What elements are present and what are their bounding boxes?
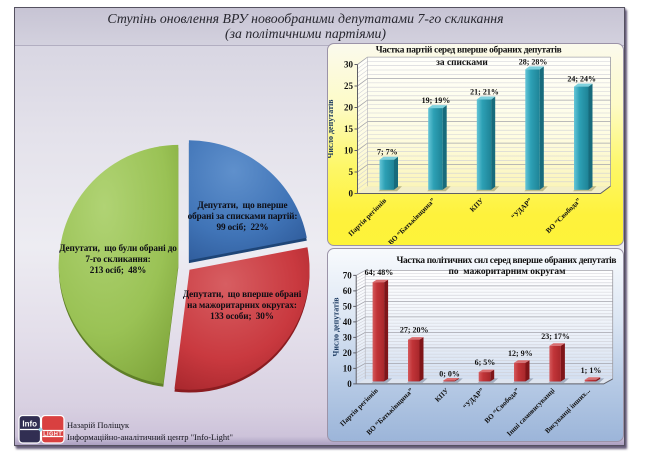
svg-text:Info: Info bbox=[22, 420, 37, 429]
svg-text:КПУ: КПУ bbox=[433, 386, 451, 404]
svg-text:Частка політичних сил серед вп: Частка політичних сил серед вперше обран… bbox=[397, 255, 617, 266]
svg-text:0: 0 bbox=[349, 189, 354, 199]
svg-text:19; 19%: 19; 19% bbox=[422, 96, 451, 105]
svg-text:40: 40 bbox=[343, 317, 353, 327]
svg-text:“УДАР”: “УДАР” bbox=[510, 196, 535, 221]
svg-text:за списками: за списками bbox=[436, 58, 488, 68]
svg-text:30: 30 bbox=[343, 333, 353, 343]
svg-text:50: 50 bbox=[343, 302, 353, 312]
svg-text:Партія регіонів: Партія регіонів bbox=[346, 196, 388, 238]
svg-text:15: 15 bbox=[344, 124, 354, 134]
svg-text:21; 21%: 21; 21% bbox=[470, 88, 499, 97]
svg-text:0; 0%: 0; 0% bbox=[439, 370, 460, 379]
svg-text:10: 10 bbox=[344, 146, 354, 156]
svg-text:10: 10 bbox=[343, 364, 353, 374]
svg-text:28; 28%: 28; 28% bbox=[519, 57, 548, 66]
svg-text:20: 20 bbox=[343, 348, 353, 358]
svg-text:5: 5 bbox=[349, 167, 354, 177]
svg-text:7; 7%: 7; 7% bbox=[377, 148, 398, 157]
svg-text:LIGHT: LIGHT bbox=[43, 432, 62, 438]
svg-text:по мажоритарним округам: по мажоритарним округам bbox=[448, 267, 566, 277]
svg-text:24; 24%: 24; 24% bbox=[567, 75, 596, 84]
svg-text:64; 48%: 64; 48% bbox=[365, 268, 394, 277]
svg-text:70: 70 bbox=[343, 271, 353, 281]
svg-text:КПУ: КПУ bbox=[468, 196, 486, 214]
svg-text:ВО “Свобода”: ВО “Свобода” bbox=[544, 196, 583, 235]
svg-text:Число депутатів: Число депутатів bbox=[332, 297, 341, 357]
svg-text:30: 30 bbox=[344, 60, 354, 70]
svg-text:23; 17%: 23; 17% bbox=[541, 332, 570, 341]
svg-text:25: 25 bbox=[344, 81, 354, 91]
svg-text:20: 20 bbox=[344, 103, 354, 113]
svg-text:12; 9%: 12; 9% bbox=[508, 349, 533, 358]
svg-text:Частка партій серед вперше обр: Частка партій серед вперше обраних депут… bbox=[376, 45, 562, 56]
svg-text:“УДАР”: “УДАР” bbox=[462, 386, 487, 411]
svg-text:6; 5%: 6; 5% bbox=[475, 358, 496, 367]
svg-text:1; 1%: 1; 1% bbox=[581, 366, 602, 375]
svg-text:60: 60 bbox=[343, 286, 353, 296]
svg-text:27; 20%: 27; 20% bbox=[400, 326, 429, 335]
svg-text:Число депутатів: Число депутатів bbox=[328, 99, 335, 159]
svg-text:ВО “Свобода”: ВО “Свобода” bbox=[483, 386, 522, 425]
svg-text:0: 0 bbox=[347, 379, 352, 389]
svg-text:ВО “Батьківщина”: ВО “Батьківщина” bbox=[386, 196, 437, 244]
